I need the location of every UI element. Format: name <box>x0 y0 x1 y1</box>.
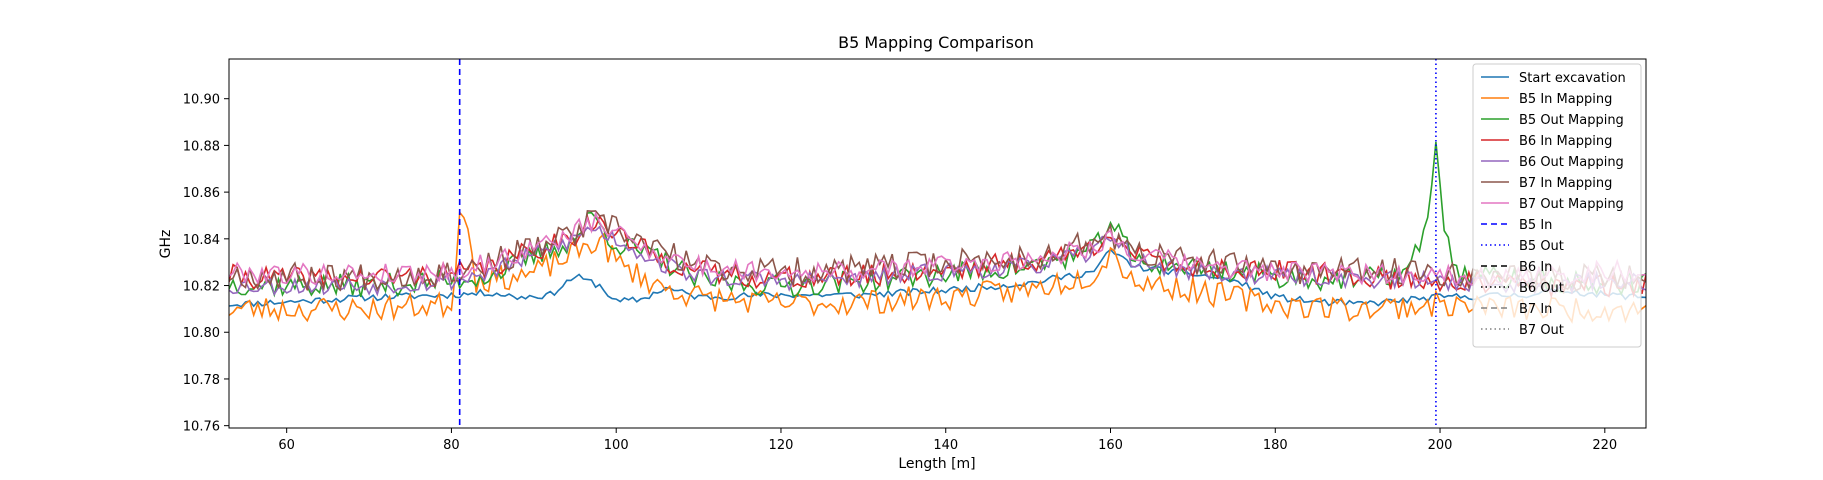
legend-label: B6 In <box>1519 260 1552 275</box>
legend-label: B5 Out <box>1519 239 1564 254</box>
legend-label: B6 Out Mapping <box>1519 155 1624 170</box>
legend-label: B5 In Mapping <box>1519 92 1612 107</box>
y-tick-label: 10.84 <box>183 233 220 248</box>
series-layer <box>229 141 1646 324</box>
legend-label: Start excavation <box>1519 71 1626 86</box>
marker-layer <box>458 59 1437 428</box>
legend-label: B7 In <box>1519 302 1552 317</box>
x-tick-label: 220 <box>1592 438 1617 453</box>
y-tick-label: 10.90 <box>183 93 220 108</box>
series-line-2 <box>229 210 1646 324</box>
y-tick-label: 10.82 <box>183 280 220 295</box>
x-tick-label: 140 <box>933 438 958 453</box>
series-line-1 <box>229 248 1646 308</box>
legend-label: B6 In Mapping <box>1519 134 1612 149</box>
legend-label: B6 Out <box>1519 281 1564 296</box>
legend-label: B7 In Mapping <box>1519 176 1612 191</box>
x-tick-label: 160 <box>1098 438 1123 453</box>
y-axis: 10.76 10.78 10.80 10.82 10.84 10.86 10.88 10.90 <box>183 93 229 435</box>
y-tick-label: 10.88 <box>183 139 220 154</box>
legend-label: B5 Out Mapping <box>1519 113 1624 128</box>
x-tick-label: 120 <box>769 438 794 453</box>
legend-label: B5 In <box>1519 218 1552 233</box>
x-axis-label: Length [m] <box>898 456 975 472</box>
legend-label: B7 Out Mapping <box>1519 197 1624 212</box>
x-tick-label: 200 <box>1428 438 1453 453</box>
x-tick-label: 180 <box>1263 438 1288 453</box>
y-tick-label: 10.76 <box>183 420 220 435</box>
series-line-6 <box>229 210 1646 292</box>
y-axis-label: GHz <box>158 230 174 259</box>
chart-title: B5 Mapping Comparison <box>838 33 1034 52</box>
x-tick-label: 60 <box>278 438 295 453</box>
y-tick-label: 10.78 <box>183 373 220 388</box>
y-tick-label: 10.86 <box>183 186 220 201</box>
series-line-4 <box>229 213 1646 300</box>
series-line-7 <box>229 211 1646 288</box>
plot-frame <box>228 58 1647 429</box>
x-axis: 60 80 100 120 140 160 180 200 220 <box>278 428 1617 453</box>
y-tick-label: 10.80 <box>183 326 220 341</box>
x-tick-label: 100 <box>604 438 629 453</box>
legend: Start excavation B5 In Mapping B5 Out Mapp… <box>1472 63 1642 348</box>
x-tick-label: 80 <box>443 438 460 453</box>
legend-box <box>1472 63 1642 348</box>
legend-label: B7 Out <box>1519 323 1564 338</box>
